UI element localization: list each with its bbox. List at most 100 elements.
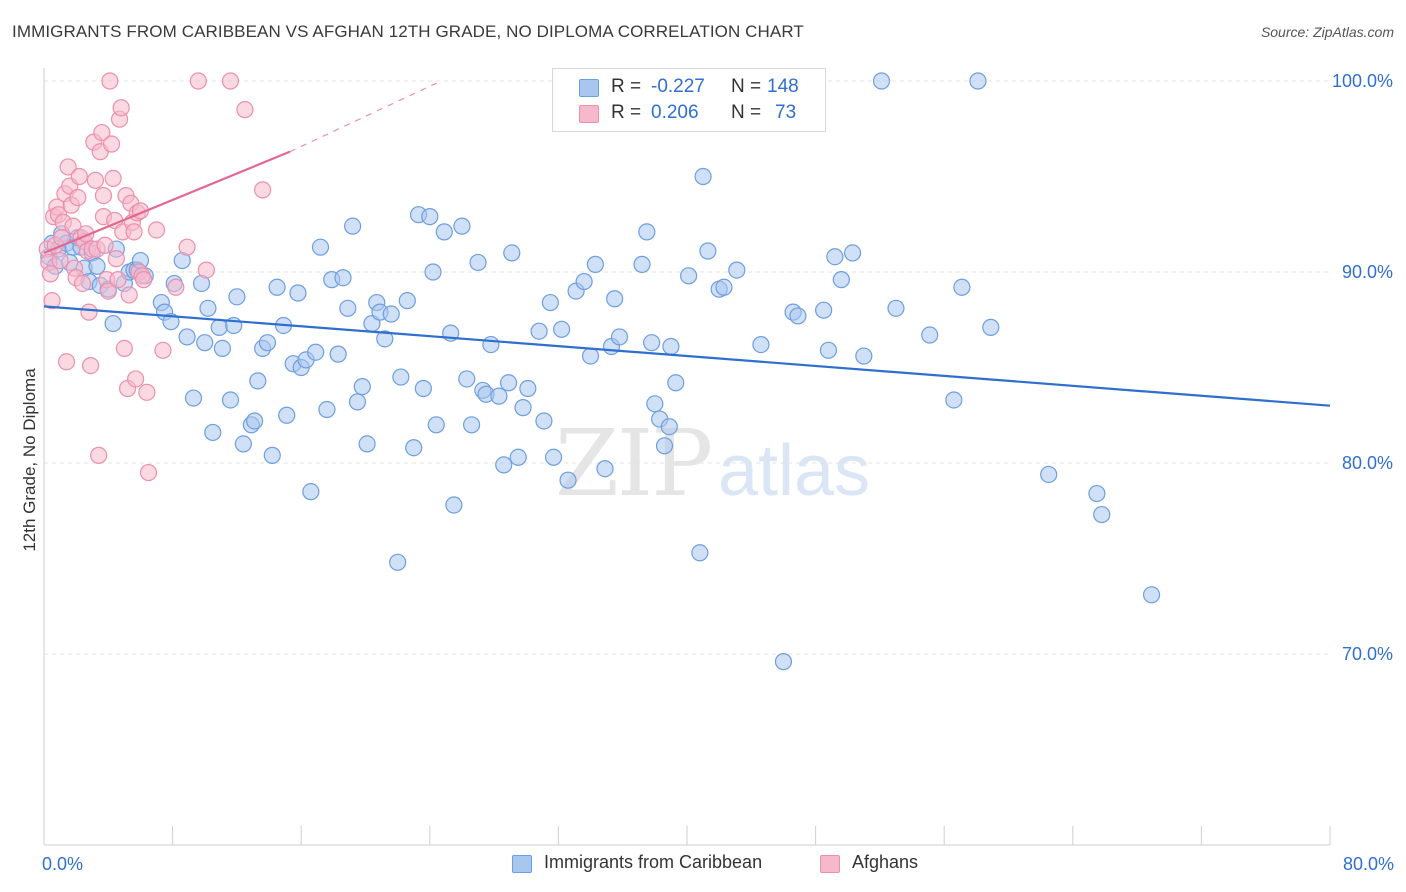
afghan-point (197, 261, 215, 279)
afghan-point (90, 446, 108, 464)
stats-legend: R = -0.227 N = 148 R = 0.206 N = 73 (552, 68, 826, 132)
caribbean-point (462, 416, 481, 434)
caribbean-point (302, 483, 320, 501)
caribbean-point (519, 379, 537, 398)
caribbean-point (503, 244, 521, 262)
y-axis-label: 12th Grade, No Diploma (20, 368, 39, 552)
caribbean-point (178, 328, 196, 346)
caribbean-point (646, 395, 664, 413)
caribbean-point (1040, 465, 1058, 484)
caribbean-point (249, 372, 267, 390)
caribbean-point (405, 439, 423, 457)
afghan-point (115, 339, 133, 357)
caribbean-point (184, 389, 203, 407)
caribbean-point (196, 334, 214, 352)
caribbean-point (228, 288, 246, 306)
afghan-point (51, 251, 69, 270)
afghan-point (138, 383, 156, 401)
caribbean-point (162, 313, 180, 331)
afghan-point (82, 356, 100, 375)
caribbean-point (819, 341, 838, 359)
legend-row-caribbean: R = -0.227 N = 148 (553, 75, 825, 101)
x-tick-label-max: 80.0% (1343, 854, 1394, 874)
caribbean-point (575, 272, 593, 291)
afghan-point (59, 158, 77, 176)
caribbean-point (855, 347, 873, 365)
caribbean-point (694, 167, 712, 186)
caribbean-point (424, 263, 442, 281)
caribbean-point (398, 292, 416, 310)
afghan-point (167, 278, 185, 296)
caribbean-point (535, 412, 553, 430)
caribbean-point (843, 244, 862, 262)
y-tick-label: 90.0% (1342, 262, 1393, 282)
afghan-point (154, 341, 172, 359)
caribbean-point (691, 544, 709, 562)
caribbean-point (633, 255, 651, 273)
caribbean-point (210, 318, 228, 336)
caribbean-point (581, 347, 600, 365)
legend-swatch-afghans (579, 105, 599, 123)
legend-r-value: -0.227 (651, 76, 705, 97)
caribbean-point (541, 293, 559, 312)
legend-r-value: 0.206 (651, 102, 699, 123)
caribbean-point (358, 435, 376, 453)
caribbean-point (329, 345, 347, 363)
caribbean-point (826, 248, 844, 266)
caribbean-point (104, 314, 122, 333)
caribbean-point (392, 368, 410, 386)
afghan-point (109, 271, 127, 289)
caribbean-point (982, 318, 1000, 336)
caribbean-point (606, 290, 624, 308)
caribbean-point (643, 334, 661, 352)
afghan-point (41, 265, 60, 283)
caribbean-point (728, 261, 746, 279)
afghan-point (70, 167, 88, 186)
caribbean-point (213, 339, 232, 357)
afghan-point (178, 238, 196, 256)
caribbean-point (482, 335, 500, 354)
caribbean-point (660, 418, 678, 436)
afghan-point (127, 370, 145, 388)
caribbean-point (268, 278, 286, 296)
caribbean-point (752, 335, 770, 354)
caribbean-point (514, 399, 532, 417)
caribbean-point (832, 271, 850, 289)
afghan-point (99, 282, 117, 300)
bottom-legend-swatch-caribbean (512, 855, 532, 873)
caribbean-point (953, 278, 971, 296)
caribbean-point (815, 301, 833, 319)
afghan-point (236, 101, 254, 119)
bottom-legend-swatch-afghans (820, 855, 840, 873)
caribbean-point (774, 653, 793, 671)
caribbean-point (490, 387, 508, 405)
caribbean-point (872, 72, 891, 90)
caribbean-point (263, 446, 281, 464)
caribbean-point (278, 406, 296, 424)
caribbean-point (453, 217, 471, 235)
caribbean-trend-line (43, 305, 1331, 407)
caribbean-point (945, 391, 963, 409)
afghan-point (135, 271, 153, 289)
bottom-legend-label-afghans: Afghans (852, 852, 919, 872)
afghan-point (57, 353, 76, 371)
afghan-point (221, 72, 240, 90)
caribbean-point (715, 278, 733, 296)
caribbean-point (1142, 586, 1161, 604)
afghan-point (93, 123, 111, 142)
afghan-point (104, 169, 122, 188)
afghan-point (43, 292, 61, 310)
caribbean-point (234, 435, 252, 453)
afghan-point (107, 250, 125, 268)
caribbean-point (334, 269, 352, 287)
caribbean-point (88, 257, 106, 275)
caribbean-point (509, 448, 527, 466)
chart-title: IMMIGRANTS FROM CARIBBEAN VS AFGHAN 12TH… (12, 22, 804, 41)
afghan-point (73, 274, 92, 293)
y-tick-label: 100.0% (1332, 71, 1393, 91)
caribbean-point (596, 460, 614, 478)
caribbean-point (339, 299, 357, 317)
caribbean-point (921, 326, 939, 344)
caribbean-point (445, 496, 463, 514)
